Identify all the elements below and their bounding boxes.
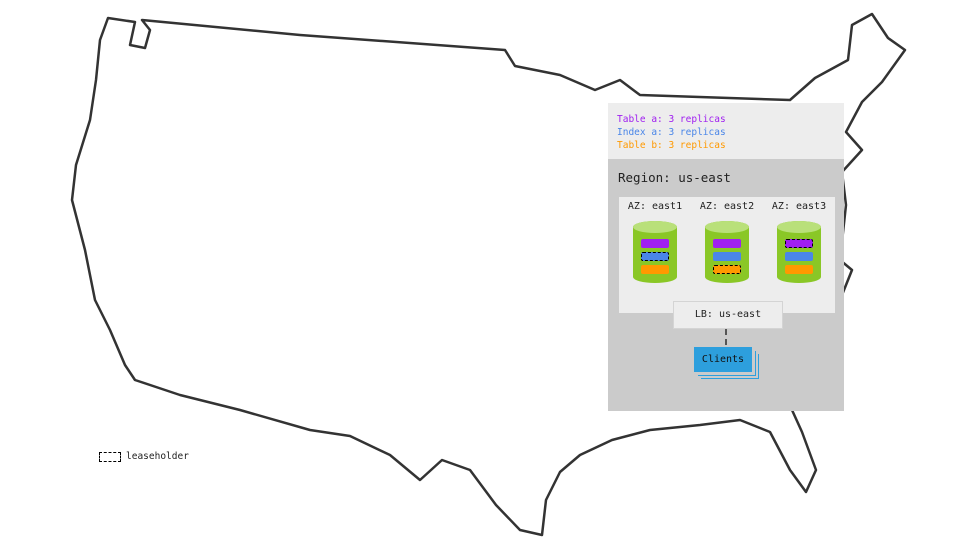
replica-table-b — [785, 265, 813, 274]
load-balancer: LB: us-east — [673, 301, 783, 329]
replica-table-b-leaseholder — [713, 265, 741, 274]
replica-legend: Table a: 3 replicas Index a: 3 replicas … — [608, 103, 844, 159]
legend-index-a: Index a: 3 replicas — [617, 127, 726, 138]
leaseholder-label: leaseholder — [126, 451, 189, 462]
replica-index-a — [713, 252, 741, 261]
replica-table-a-leaseholder — [785, 239, 813, 248]
clients-box: Clients — [694, 347, 752, 372]
az-label: AZ: east3 — [771, 201, 827, 212]
replica-table-a — [641, 239, 669, 248]
replica-table-b — [641, 265, 669, 274]
az-east3: AZ: east3 — [763, 197, 835, 313]
replica-table-a — [713, 239, 741, 248]
database-icon — [633, 221, 677, 283]
region-label: Region: us-east — [618, 170, 731, 185]
az-east2: AZ: east2 — [691, 197, 764, 313]
az-label: AZ: east2 — [699, 201, 755, 212]
az-east1: AZ: east1 — [619, 197, 692, 313]
legend-table-b: Table b: 3 replicas — [617, 140, 726, 151]
replica-index-a-leaseholder — [641, 252, 669, 261]
database-icon — [705, 221, 749, 283]
database-icon — [777, 221, 821, 283]
az-label: AZ: east1 — [627, 201, 683, 212]
replica-index-a — [785, 252, 813, 261]
region-panel: Table a: 3 replicas Index a: 3 replicas … — [608, 103, 844, 411]
dashed-box-icon — [99, 451, 121, 462]
leaseholder-legend: leaseholder — [99, 451, 189, 462]
legend-table-a: Table a: 3 replicas — [617, 114, 726, 125]
